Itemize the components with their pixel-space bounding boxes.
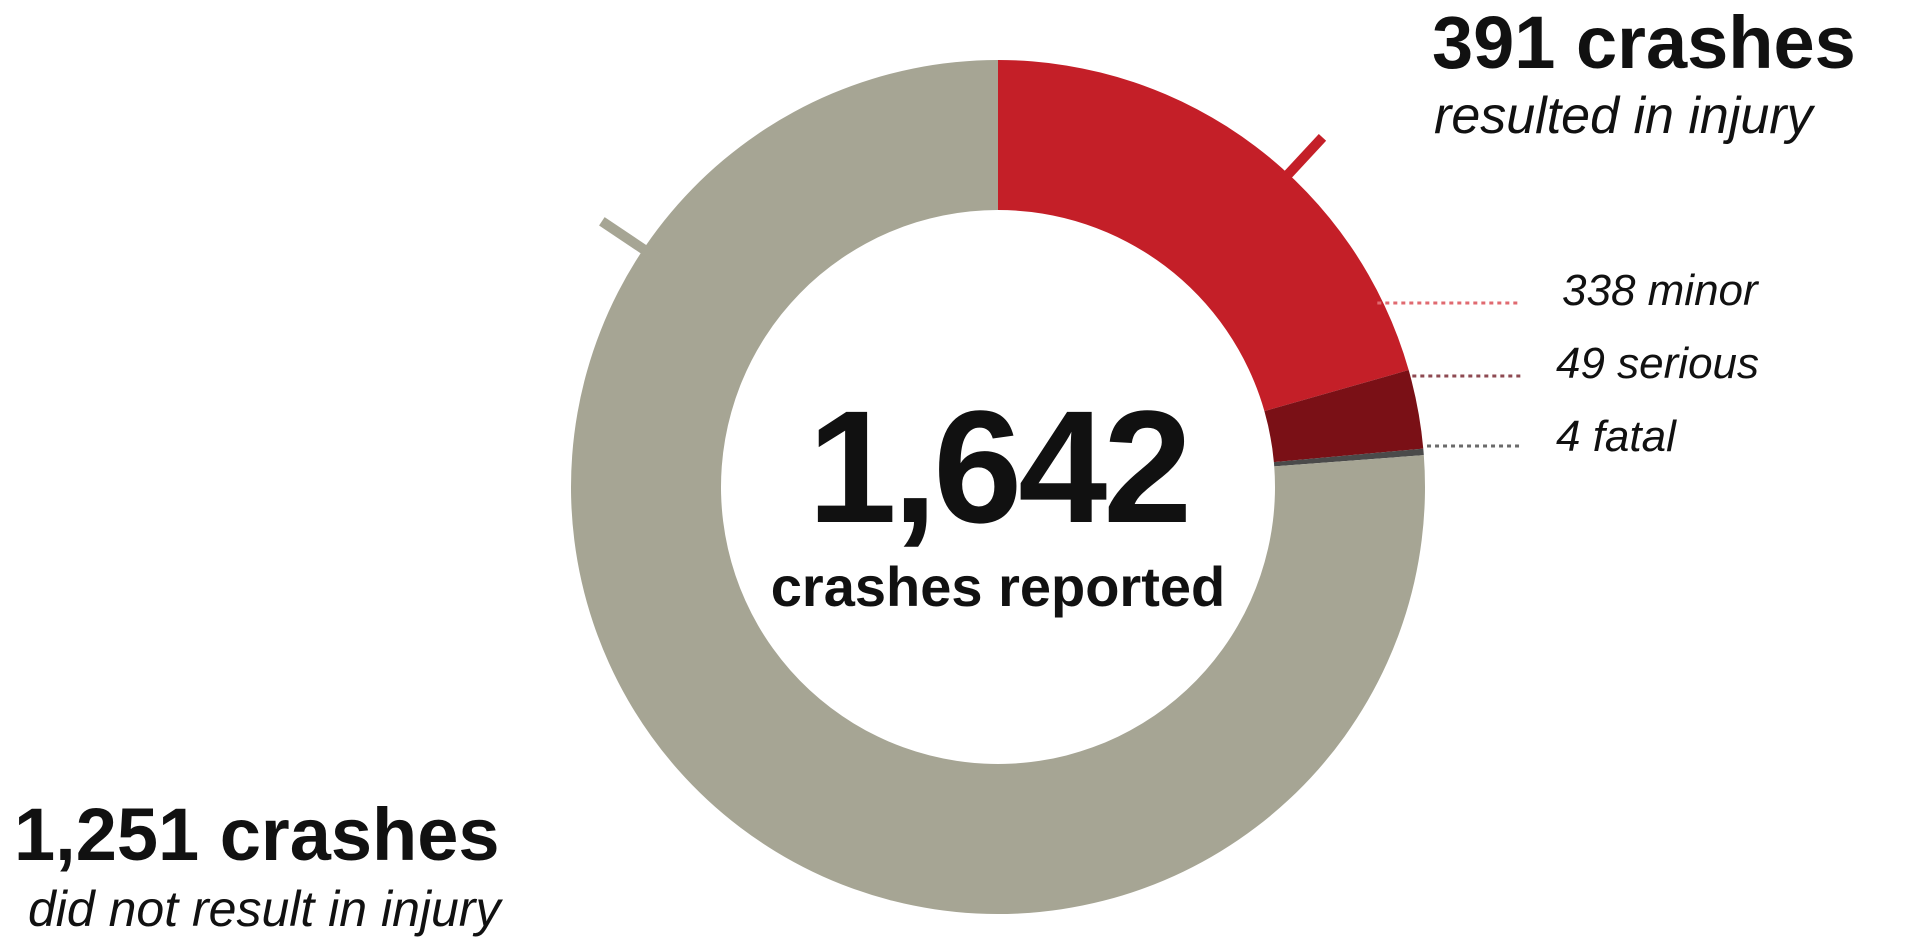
center-total-label: crashes reported xyxy=(771,555,1225,618)
slice-serious xyxy=(1264,370,1424,463)
fatal-label: 4 fatal xyxy=(1556,412,1677,461)
leader-lines xyxy=(599,133,1522,448)
no-injury-leader-line xyxy=(599,217,663,265)
slices-layer xyxy=(570,60,1426,915)
slice-fatal xyxy=(1273,448,1424,467)
injury-leader-line xyxy=(1277,133,1327,185)
no-injury-subtitle: did not result in injury xyxy=(28,881,503,937)
no-injury-headline: 1,251 crashes xyxy=(14,793,500,876)
serious-label: 49 serious xyxy=(1556,339,1759,388)
slice-no-injury xyxy=(570,60,1426,915)
slice-minor xyxy=(998,60,1409,412)
center-total-value: 1,642 xyxy=(808,377,1188,556)
injury-headline: 391 crashes xyxy=(1432,1,1856,84)
minor-label: 338 minor xyxy=(1562,266,1760,315)
injury-subtitle: resulted in injury xyxy=(1434,87,1816,145)
